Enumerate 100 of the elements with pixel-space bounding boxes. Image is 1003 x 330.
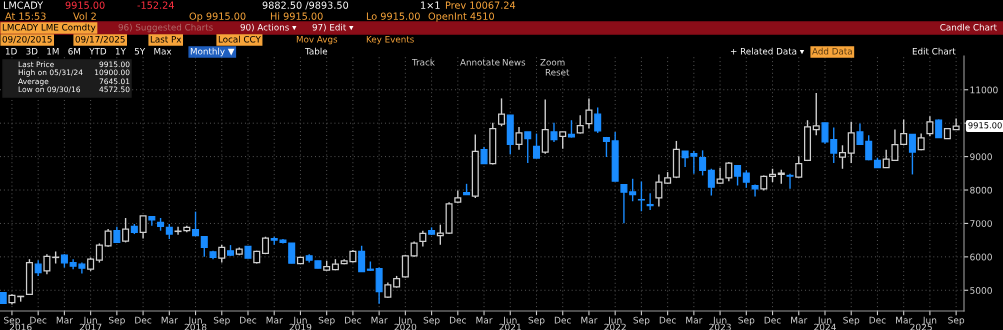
candlestick: [646, 192, 654, 211]
candlestick: [358, 245, 366, 273]
text: Vol 2: [73, 12, 96, 20]
candlestick: [594, 106, 602, 134]
x-tick-label: Sep: [843, 316, 860, 326]
candlestick: [952, 117, 960, 131]
text: 90) Actions ▾: [240, 23, 297, 32]
x-tick-label: Dec: [345, 316, 362, 324]
x-tick-label: Sep: [738, 316, 755, 326]
x-tick-label: Dec: [30, 316, 47, 324]
candlestick: [139, 215, 147, 240]
candlestick: [935, 118, 943, 139]
x-tick-label: Sep: [948, 316, 965, 326]
text: 1×1: [421, 1, 440, 9]
text: Mov Avgs: [296, 36, 338, 45]
text: At 15:53: [5, 12, 46, 20]
x-tick-label: Mar: [161, 316, 178, 324]
x-tick-label: Dec: [240, 316, 257, 324]
x2-tick-label: 2016: [9, 323, 32, 330]
candlestick: [725, 161, 733, 182]
x-tick-label: Mar: [476, 316, 493, 324]
x-tick-label: Mar: [896, 316, 913, 324]
text: Edit Chart: [912, 47, 956, 55]
x-tick-label: Sep: [213, 316, 230, 326]
text: Op 9915.00: [189, 12, 246, 22]
text: LMCADY LME Comdty: [2, 23, 96, 33]
candlestick: [620, 183, 628, 225]
candlestick: [515, 126, 523, 151]
x-tick-label: Sep: [528, 316, 545, 326]
candlestick: [699, 149, 707, 177]
y-tick-label: 8000: [970, 186, 992, 194]
candlestick: [550, 122, 558, 143]
candlestick: [498, 97, 506, 127]
candlestick: [637, 180, 645, 212]
x-tick-label: Sep: [108, 316, 125, 326]
candlestick: [926, 115, 934, 137]
candlestick: [576, 114, 584, 135]
y-tick-label: 6000: [970, 253, 992, 261]
text: Candle Chart: [940, 23, 997, 31]
text: LMCADY: [3, 1, 44, 9]
y-tick-label: 5000: [970, 287, 992, 294]
y-tick-label: 7000: [970, 220, 992, 227]
text: OpenInt 4510: [428, 12, 494, 22]
candlestick: [795, 155, 803, 179]
x-tick-label: Dec: [449, 316, 466, 324]
text: Table: [304, 47, 328, 55]
annotation: Annotate: [460, 59, 500, 66]
candlestick: [585, 97, 593, 130]
text: Prev 10067.24: [445, 1, 516, 9]
x-tick-label: Sep: [423, 316, 440, 326]
annotation: 9915.00: [968, 122, 1002, 129]
x-tick-label: Dec: [135, 316, 152, 324]
annotation: Track: [411, 58, 435, 66]
x-tick-label: Mar: [581, 316, 598, 324]
candlestick: [812, 92, 820, 136]
candlestick: [655, 173, 663, 208]
candlestick: [716, 167, 724, 185]
candlestick: [122, 217, 130, 244]
x-tick-label: Sep: [4, 316, 20, 326]
x-tick-label: Dec: [554, 316, 571, 324]
candlestick: [524, 131, 532, 164]
candlestick: [288, 242, 296, 264]
text: 1D 3D 1M 6M YTD 1Y 5Y Max: [5, 47, 172, 55]
candlestick: [786, 173, 794, 190]
x-tick-label: Dec: [869, 316, 886, 324]
candlestick: [847, 121, 855, 164]
text: + Related Data ▾: [730, 47, 805, 55]
candlestick: [375, 266, 383, 305]
candlestick: [707, 168, 715, 197]
candlestick: [43, 253, 51, 275]
x-tick-label: Sep: [633, 316, 650, 326]
annotation: News: [502, 59, 526, 66]
text: 9882.50 /9893.50: [262, 1, 349, 10]
x-tick-label: Dec: [764, 316, 781, 324]
candlestick: [436, 223, 444, 246]
x-tick-label: Mar: [371, 316, 388, 324]
candlestick: [192, 210, 200, 237]
x-tick-label: Mar: [56, 316, 73, 324]
candlestick: [95, 242, 103, 264]
candlestick: [541, 98, 549, 155]
x-tick-label: Mar: [266, 316, 283, 324]
candlestick: [532, 132, 541, 159]
text: Lo 9915.00: [366, 12, 420, 20]
text: 97) Edit ▾: [312, 23, 354, 32]
text: 09/17/2025: [75, 35, 125, 44]
text: 09/20/2015: [2, 35, 52, 44]
text: Key Events: [366, 36, 414, 45]
text: Add Data: [812, 47, 852, 55]
candlestick: [200, 236, 208, 258]
annotation: Reset: [545, 69, 570, 76]
candlestick: [734, 165, 742, 187]
text: 9915.00: [65, 1, 105, 9]
text: Hi 9915.00: [270, 12, 323, 20]
x-tick-label: Mar: [791, 316, 808, 324]
text: Local CCY: [218, 35, 261, 43]
x-tick-label: Dec: [659, 316, 676, 324]
text: -152.24: [137, 1, 174, 9]
x-tick-label: Mar: [686, 316, 703, 324]
candlestick: [900, 118, 908, 146]
candlestick: [751, 183, 759, 198]
